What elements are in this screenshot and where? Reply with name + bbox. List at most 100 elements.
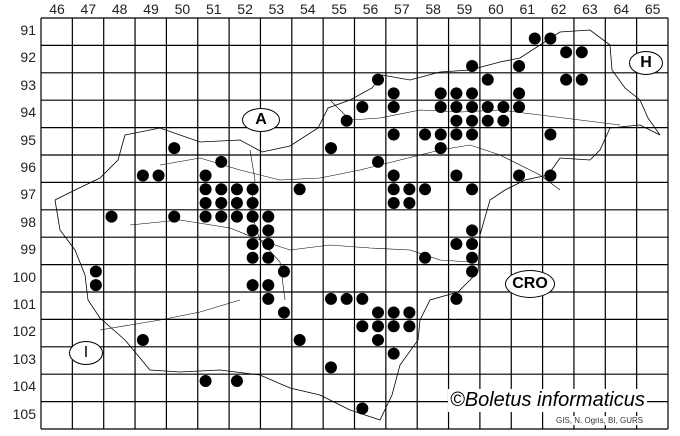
grid [40,17,669,430]
copyright-text: ©Boletus informaticus [448,389,647,412]
column-label: 61 [519,1,536,17]
record-dot [434,128,447,141]
column-label: 62 [550,1,567,17]
column-label: 47 [80,1,97,17]
record-dot [575,73,588,86]
record-dot [434,142,447,155]
record-dot [544,128,557,141]
record-dot [513,59,526,72]
record-dot [450,292,463,305]
record-dot [293,183,306,196]
record-dot [199,183,212,196]
column-label: 46 [49,1,65,17]
record-dot [89,279,102,292]
record-dot [481,114,494,127]
column-label: 48 [111,1,128,17]
row-label: 105 [12,405,36,422]
record-dot [434,87,447,100]
record-dot [434,101,447,114]
row-label: 98 [20,213,36,230]
record-dot [403,196,416,209]
record-dot [466,265,479,278]
record-dot [387,306,400,319]
record-dot [246,210,259,223]
river [329,99,621,126]
column-label: 63 [582,1,598,17]
record-dot [199,210,212,223]
record-dot [387,183,400,196]
record-dot [450,238,463,251]
record-dot [450,87,463,100]
record-dot [403,320,416,333]
row-label: 104 [12,378,36,395]
record-dot [387,320,400,333]
record-dot [513,169,526,182]
record-dot [387,87,400,100]
record-dot [450,101,463,114]
record-dot [215,183,228,196]
record-dot [324,292,337,305]
column-label: 64 [613,1,630,17]
record-dot [560,46,573,59]
record-dot [246,238,259,251]
column-label: 56 [362,1,379,17]
record-dot [387,101,400,114]
record-dot [105,210,118,223]
column-label: 50 [174,1,191,17]
record-dot [372,155,385,168]
record-dot [324,361,337,374]
record-dot [419,183,432,196]
record-dot [136,169,149,182]
record-dot [262,238,275,251]
record-dot [136,333,149,346]
record-dot [262,292,275,305]
record-dot [215,210,228,223]
record-dot [497,114,510,127]
column-label: 55 [331,1,347,17]
record-dot [372,320,385,333]
record-dot [277,265,290,278]
record-dot [215,196,228,209]
record-dot [89,265,102,278]
record-dot [513,87,526,100]
record-dot [356,320,369,333]
record-dot [466,224,479,237]
record-dot [403,183,416,196]
row-label: 101 [12,296,36,312]
column-label: 65 [644,1,661,17]
record-dot [168,142,181,155]
record-dot [466,251,479,264]
column-label: 51 [205,1,222,17]
record-dot [387,128,400,141]
record-dot [387,347,400,360]
record-dot [246,224,259,237]
record-dot [262,279,275,292]
region-label-croatia: CRO [505,270,555,298]
row-label: 102 [12,323,36,340]
record-dot [262,224,275,237]
record-dot [262,210,275,223]
record-dot [199,375,212,388]
record-dot [230,183,243,196]
record-dot [544,32,557,45]
record-dot [372,333,385,346]
column-label: 49 [143,1,159,17]
record-dot [246,183,259,196]
record-dot [293,333,306,346]
credit-text: GIS, N. Ogris, BI, GURS [556,416,644,425]
record-dot [528,32,541,45]
record-dot [356,101,369,114]
record-dot [356,402,369,415]
record-dot [168,210,181,223]
record-dot [560,73,573,86]
record-dot [372,306,385,319]
record-dot [215,155,228,168]
record-dot [262,251,275,264]
column-label: 52 [237,1,253,17]
row-label: 96 [20,159,36,175]
record-dot [152,169,165,182]
record-dot [246,251,259,264]
record-dot [544,169,557,182]
record-dot [199,169,212,182]
